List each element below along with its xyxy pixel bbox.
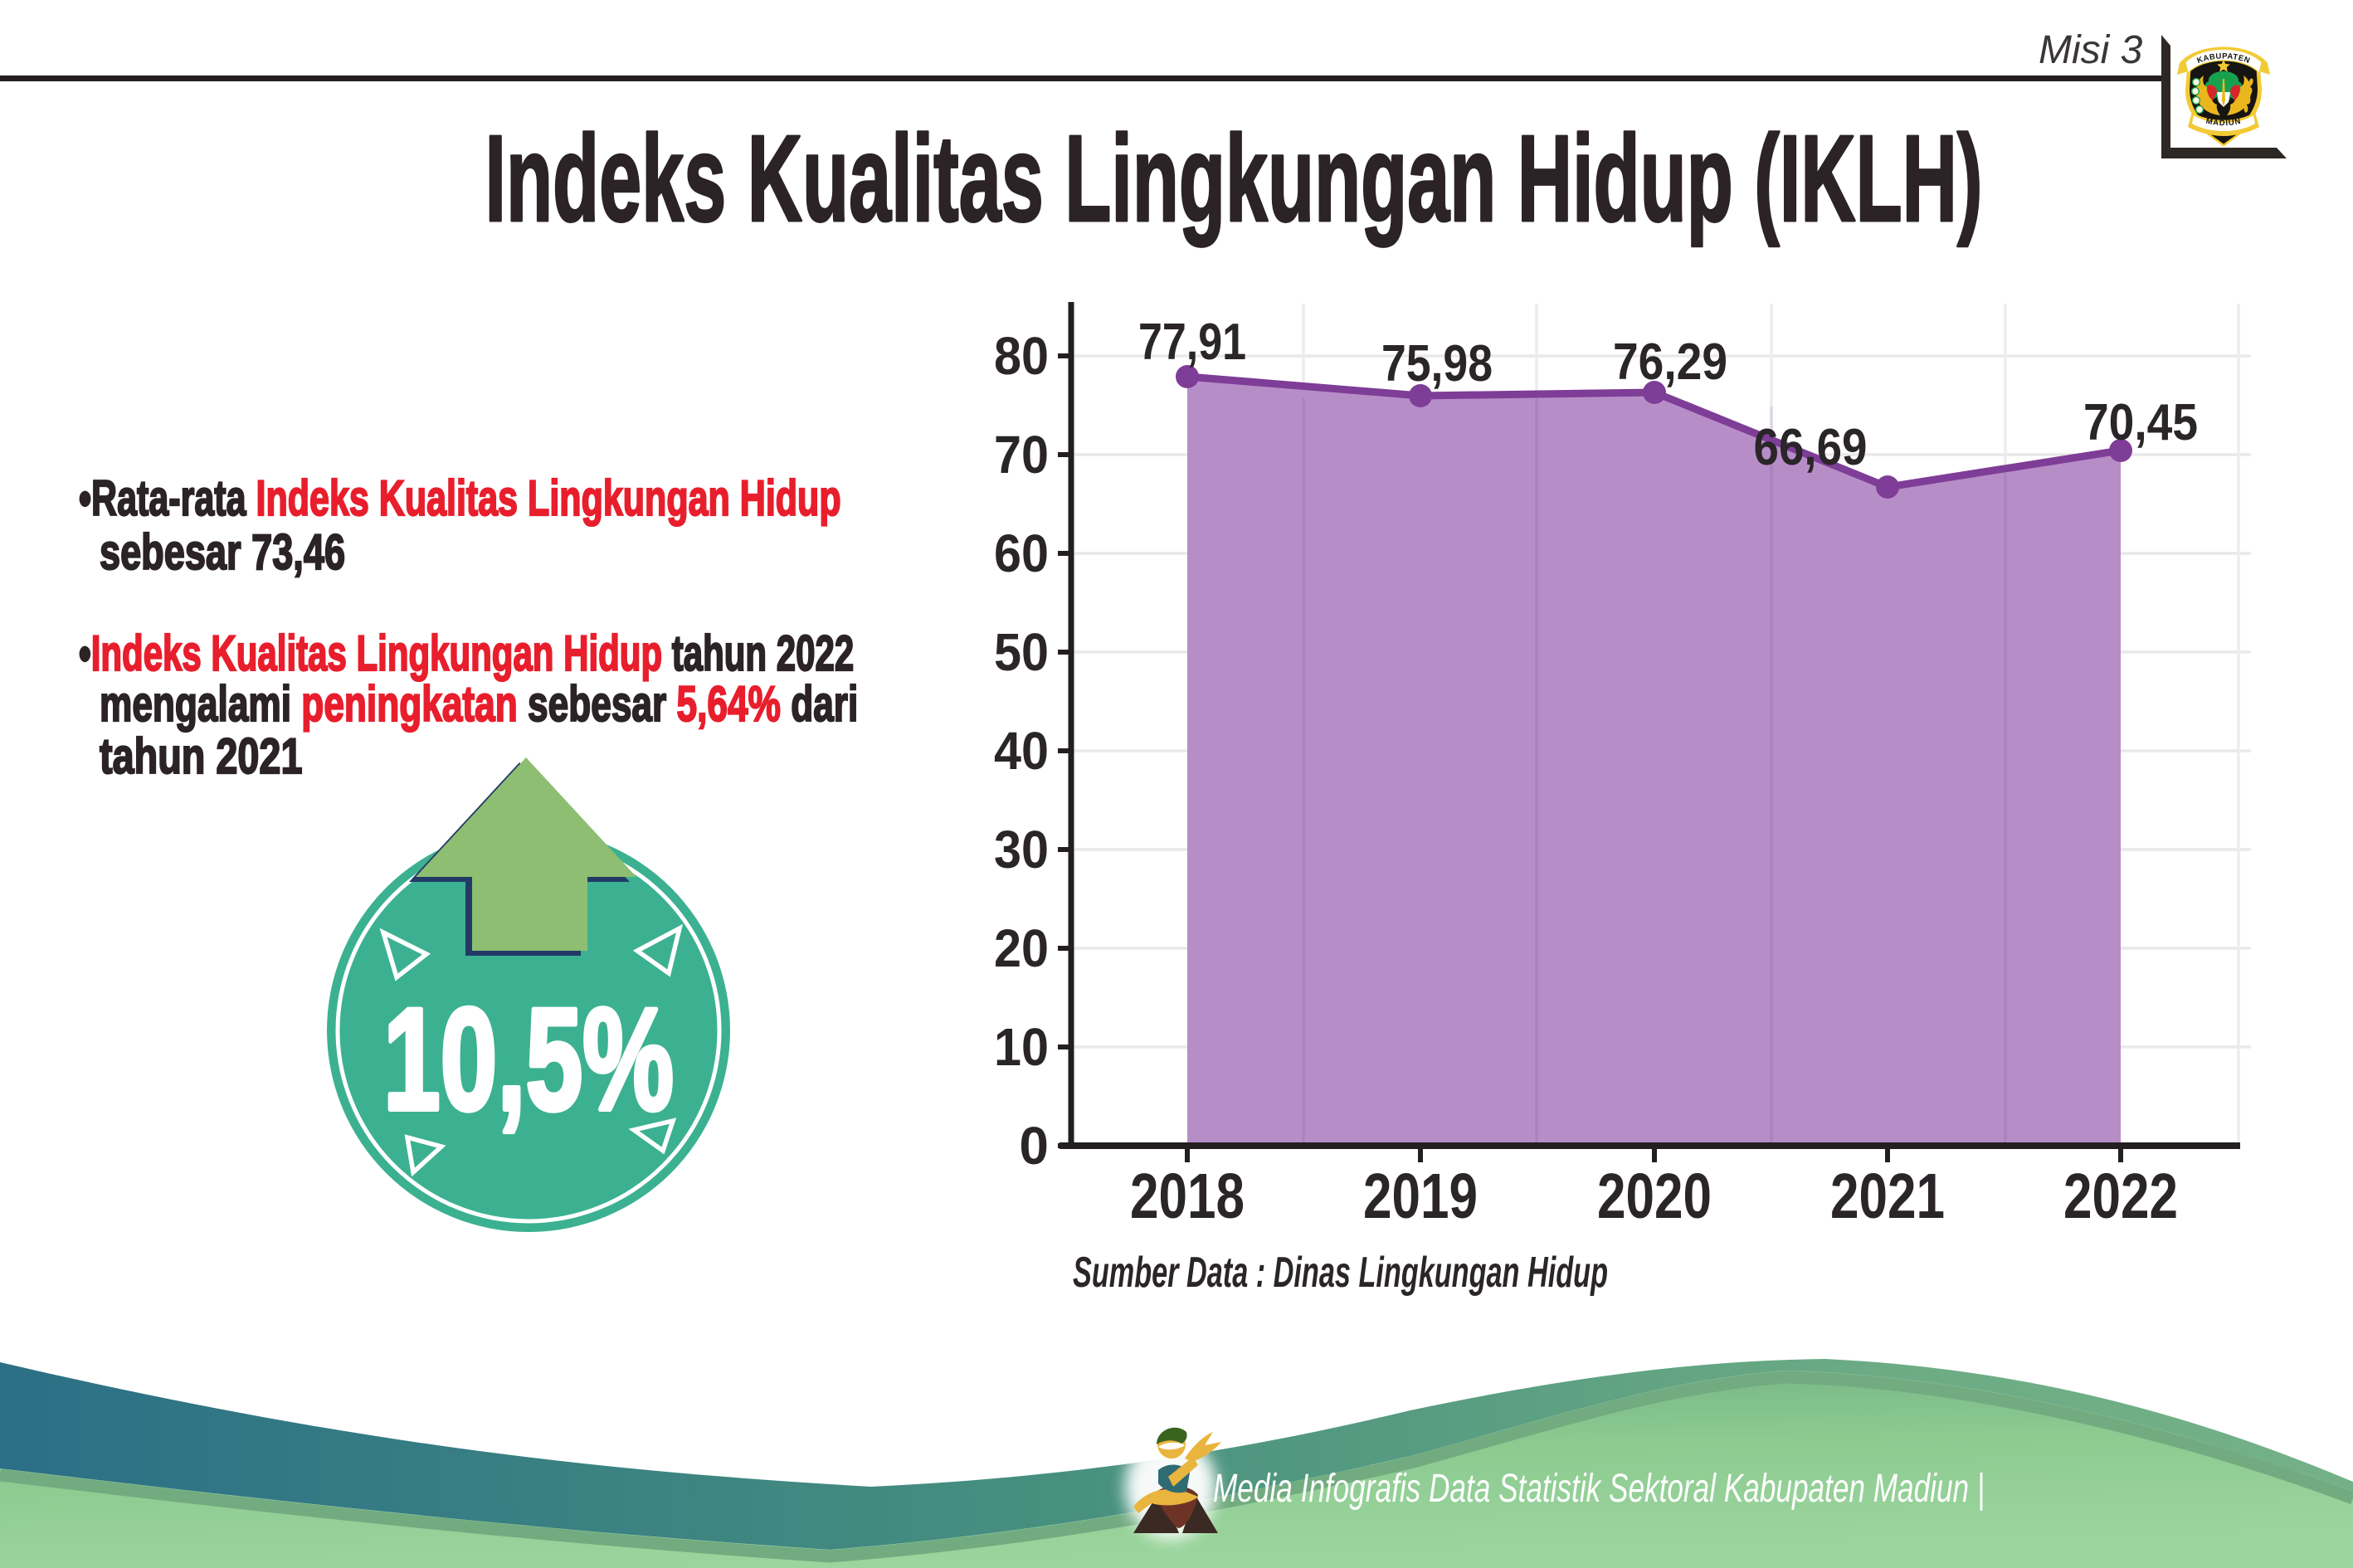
svg-text:2020: 2020 xyxy=(1597,1161,1712,1232)
svg-text:77,91: 77,91 xyxy=(1138,314,1246,371)
svg-text:MADIUN: MADIUN xyxy=(2205,117,2243,129)
svg-text:Media Infografis Data Statisti: Media Infografis Data Statistik Sektoral… xyxy=(1213,1467,1985,1511)
svg-text:70,45: 70,45 xyxy=(2083,394,2198,451)
svg-text:10,5%: 10,5% xyxy=(383,979,674,1141)
svg-text:75,98: 75,98 xyxy=(1381,335,1493,392)
svg-text:0: 0 xyxy=(1019,1116,1049,1176)
svg-text:Indeks Kualitas Lingkungan Hid: Indeks Kualitas Lingkungan Hidup (IKLH) xyxy=(485,110,1983,247)
svg-text:60: 60 xyxy=(994,523,1049,583)
svg-text:80: 80 xyxy=(994,326,1049,386)
svg-text:76,29: 76,29 xyxy=(1613,334,1727,391)
svg-text:50: 50 xyxy=(994,622,1049,682)
svg-text:2022: 2022 xyxy=(2063,1161,2178,1232)
svg-text:66,69: 66,69 xyxy=(1754,419,1868,476)
svg-text:Sumber Data : Dinas Lingkungan: Sumber Data : Dinas Lingkungan Hidup xyxy=(1073,1249,1608,1297)
svg-text:2018: 2018 xyxy=(1130,1161,1245,1232)
svg-text:70: 70 xyxy=(994,425,1049,485)
svg-text:20: 20 xyxy=(994,918,1049,978)
svg-text:2021: 2021 xyxy=(1830,1161,1945,1232)
svg-text:10: 10 xyxy=(994,1017,1049,1077)
svg-text:40: 40 xyxy=(994,721,1049,781)
svg-text:KABUPATEN: KABUPATEN xyxy=(2196,51,2252,66)
svg-text:2019: 2019 xyxy=(1363,1161,1478,1232)
svg-text:30: 30 xyxy=(994,820,1049,879)
